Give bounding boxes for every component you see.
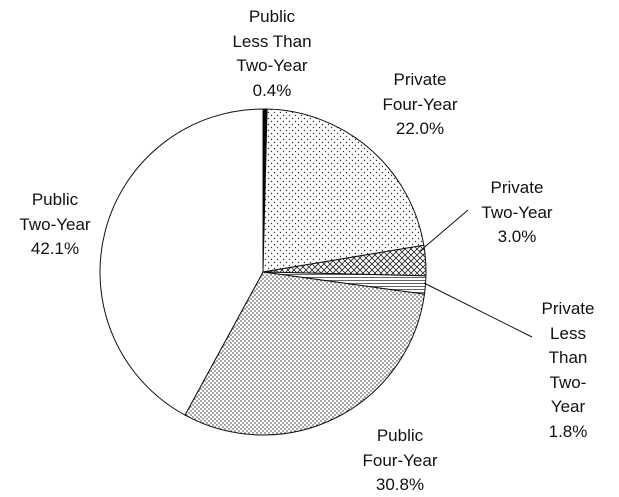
pie-slice bbox=[262, 108, 425, 273]
slice-label: Private Two-Year 3.0% bbox=[481, 176, 552, 250]
slice-label: Public Two-Year 42.1% bbox=[19, 188, 90, 262]
value-label: 3.0% bbox=[497, 227, 537, 246]
pie-slice bbox=[99, 108, 264, 416]
slice-label: Private Less Than Two-Year 1.8% bbox=[542, 297, 595, 444]
category-label: Public Two-Year bbox=[19, 190, 91, 234]
value-label: 42.1% bbox=[30, 239, 80, 258]
value-label: 30.8% bbox=[375, 475, 425, 494]
leader-line bbox=[419, 209, 469, 252]
category-label: Private Two-Year bbox=[481, 178, 553, 222]
category-label: Private Four-Year bbox=[382, 70, 458, 114]
value-label: 22.0% bbox=[395, 119, 445, 138]
slice-label: Public Less Than Two-Year 0.4% bbox=[232, 5, 311, 103]
slice-label: Private Four-Year 22.0% bbox=[383, 68, 458, 142]
leader-line bbox=[423, 282, 533, 338]
category-label: Public Less Than Two-Year bbox=[232, 7, 312, 75]
category-label: Private Less Than Two-Year bbox=[541, 299, 595, 416]
category-label: Public Four-Year bbox=[362, 426, 438, 470]
value-label: 0.4% bbox=[252, 80, 292, 100]
value-label: 1.8% bbox=[548, 421, 588, 441]
pie-slice bbox=[184, 271, 426, 436]
slice-label: Public Four-Year 30.8% bbox=[363, 424, 438, 497]
slices bbox=[99, 108, 427, 436]
